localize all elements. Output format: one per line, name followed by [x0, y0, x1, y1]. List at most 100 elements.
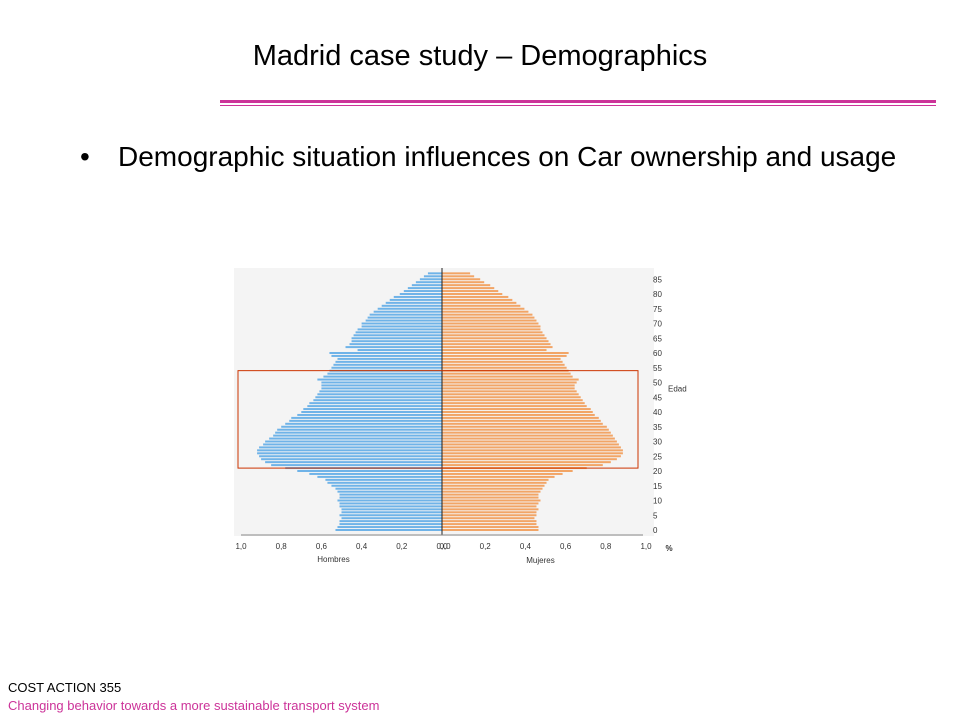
bar-women-age-66 [442, 334, 545, 337]
bar-men-age-5 [339, 514, 442, 517]
bar-women-age-24 [442, 458, 617, 461]
highlight-box [237, 370, 639, 469]
bar-women-age-85 [442, 278, 481, 281]
bar-women-age-0 [442, 529, 539, 531]
y-tick-5: 5 [653, 511, 658, 520]
bar-men-age-11 [339, 496, 442, 499]
bar-men-age-68 [357, 328, 442, 331]
bar-men-age-82 [407, 287, 442, 290]
bar-men-age-38 [291, 416, 442, 419]
bar-men-age-24 [261, 458, 442, 461]
bar-men-age-53 [327, 372, 442, 375]
bar-men-age-85 [419, 278, 442, 281]
y-axis-label: Edad [668, 384, 687, 393]
x-tick-right-5: 1,0 [640, 542, 652, 551]
x-tick-right-1: 0,2 [480, 542, 492, 551]
bar-men-age-27 [257, 449, 442, 452]
bar-men-age-3 [339, 520, 442, 523]
bar-women-age-23 [442, 461, 611, 464]
bar-women-age-51 [442, 378, 579, 381]
bar-women-age-53 [442, 372, 571, 375]
bar-men-age-20 [297, 470, 442, 472]
bar-men-age-57 [335, 360, 442, 363]
bar-men-age-46 [317, 393, 442, 396]
bar-men-age-31 [269, 437, 442, 440]
y-tick-40: 40 [653, 408, 662, 417]
bar-men-age-15 [331, 484, 442, 487]
y-tick-0: 0 [653, 526, 658, 535]
bar-women-age-78 [442, 298, 513, 301]
bar-men-age-39 [297, 413, 442, 416]
bar-women-age-71 [442, 319, 537, 322]
bar-women-age-33 [442, 431, 611, 434]
y-tick-20: 20 [653, 467, 662, 476]
bar-women-age-18 [442, 475, 555, 478]
bar-men-age-37 [289, 419, 442, 422]
bar-women-age-48 [442, 387, 575, 390]
bar-men-age-22 [271, 464, 442, 467]
bar-men-age-67 [355, 331, 442, 334]
bar-women-age-8 [442, 505, 537, 508]
bar-men-age-44 [313, 399, 442, 402]
bar-men-age-87 [427, 272, 442, 275]
bar-men-age-60 [329, 352, 442, 354]
y-tick-55: 55 [653, 364, 662, 373]
bar-men-age-10 [337, 499, 442, 502]
bar-women-age-81 [442, 290, 499, 293]
bar-women-age-80 [442, 293, 503, 295]
bar-men-age-30 [265, 440, 442, 443]
bar-women-age-55 [442, 366, 567, 369]
bar-men-age-86 [423, 275, 442, 278]
y-tick-80: 80 [653, 290, 662, 299]
x-label-women: Mujeres [526, 556, 554, 565]
bar-women-age-62 [442, 346, 553, 349]
bar-men-age-4 [341, 517, 442, 520]
bar-men-age-70 [361, 322, 442, 325]
bar-women-age-4 [442, 517, 535, 520]
x-label-men: Hombres [317, 555, 349, 564]
bar-men-age-65 [351, 337, 442, 340]
bar-men-age-49 [321, 384, 442, 387]
bar-men-age-34 [277, 428, 442, 431]
bar-women-age-22 [442, 464, 603, 467]
bar-men-age-48 [321, 387, 442, 390]
bar-women-age-72 [442, 316, 535, 319]
footer-line-2: Changing behavior towards a more sustain… [8, 698, 380, 713]
population-pyramid-chart: 1,0 0,8 0,6 0,4 0,2 0,0 0,0 0,2 0,4 0,6 0,8 1,0 Homb… [228, 268, 690, 570]
bar-men-age-61 [357, 349, 442, 352]
bar-men-age-84 [415, 281, 442, 284]
y-tick-15: 15 [653, 482, 662, 491]
bar-women-age-68 [442, 328, 541, 331]
bar-women-age-3 [442, 520, 537, 523]
bar-women-age-65 [442, 337, 547, 340]
bar-men-age-80 [399, 293, 442, 295]
bar-women-age-1 [442, 526, 539, 529]
bar-men-age-40 [301, 411, 442, 413]
y-tick-30: 30 [653, 438, 662, 447]
bar-men-age-64 [351, 340, 442, 343]
x-tick-right-3: 0,6 [560, 542, 572, 551]
bar-women-age-44 [442, 399, 583, 402]
bullet-dot: • [80, 141, 90, 172]
bar-men-age-16 [327, 481, 442, 484]
bar-men-age-8 [339, 505, 442, 508]
bar-men-age-35 [281, 425, 442, 428]
bar-men-age-1 [337, 526, 442, 529]
bar-women-age-35 [442, 425, 607, 428]
bar-men-age-47 [319, 390, 442, 393]
bar-women-age-77 [442, 301, 517, 304]
bar-men-age-71 [365, 319, 442, 322]
bullet-text: Demographic situation influences on Car … [118, 141, 897, 172]
bar-women-age-14 [442, 487, 543, 490]
bar-men-age-7 [341, 508, 442, 511]
bar-women-age-61 [442, 349, 547, 352]
bar-men-age-62 [345, 346, 442, 349]
bar-women-age-83 [442, 284, 491, 287]
bar-men-age-6 [341, 511, 442, 514]
bar-men-age-66 [353, 334, 442, 337]
bar-women-age-29 [442, 443, 619, 446]
bar-women-age-15 [442, 484, 545, 487]
y-tick-25: 25 [653, 452, 662, 461]
bar-women-age-30 [442, 440, 617, 443]
x-tick-left-5: 0,0 [436, 542, 448, 551]
